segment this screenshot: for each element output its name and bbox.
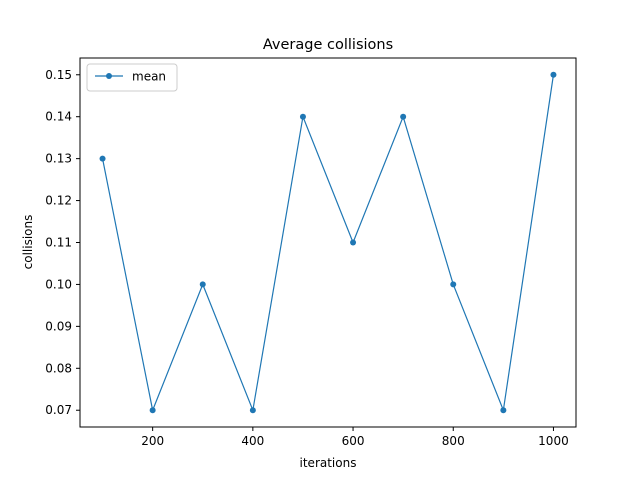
data-point	[400, 113, 407, 120]
y-tick-label: 0.11	[45, 236, 72, 250]
series-line-mean	[101, 74, 555, 413]
y-tick-label: 0.10	[45, 277, 72, 291]
x-axis: 200 400 600 800 1000	[141, 427, 569, 448]
legend-frame	[86, 63, 178, 92]
chart-title: Average collisions	[263, 37, 393, 53]
y-tick-label: 0.14	[45, 110, 72, 124]
x-tick-label: 200	[141, 434, 164, 448]
y-tick-label: 0.15	[45, 68, 72, 82]
x-tick-label: 800	[442, 434, 465, 448]
y-tick-label: 0.07	[45, 403, 72, 417]
data-point	[350, 239, 357, 246]
data-point	[199, 281, 206, 288]
y-axis-label: collisions	[21, 215, 35, 270]
x-tick-label: 400	[241, 434, 264, 448]
series-layer	[99, 71, 557, 414]
y-tick-label: 0.09	[45, 319, 72, 333]
legend-label-mean: mean	[132, 70, 166, 84]
data-point	[99, 155, 106, 162]
axes-frame	[79, 57, 577, 428]
legend-swatch-marker	[106, 73, 112, 79]
data-point	[149, 407, 156, 414]
legend: mean	[86, 63, 178, 92]
x-tick-label: 1000	[538, 434, 569, 448]
y-tick-label: 0.12	[45, 194, 72, 208]
data-point	[450, 281, 457, 288]
data-point	[299, 113, 306, 120]
x-tick-label: 600	[342, 434, 365, 448]
y-tick-label: 0.13	[45, 152, 72, 166]
data-point	[500, 407, 507, 414]
y-axis: 0.07 0.08 0.09 0.10 0.11 0.12 0.13 0.14 0.15	[45, 68, 80, 417]
plot-area	[79, 57, 577, 428]
data-point	[550, 71, 557, 78]
data-point	[249, 407, 256, 414]
y-tick-label: 0.08	[45, 361, 72, 375]
x-axis-label: iterations	[300, 456, 357, 470]
